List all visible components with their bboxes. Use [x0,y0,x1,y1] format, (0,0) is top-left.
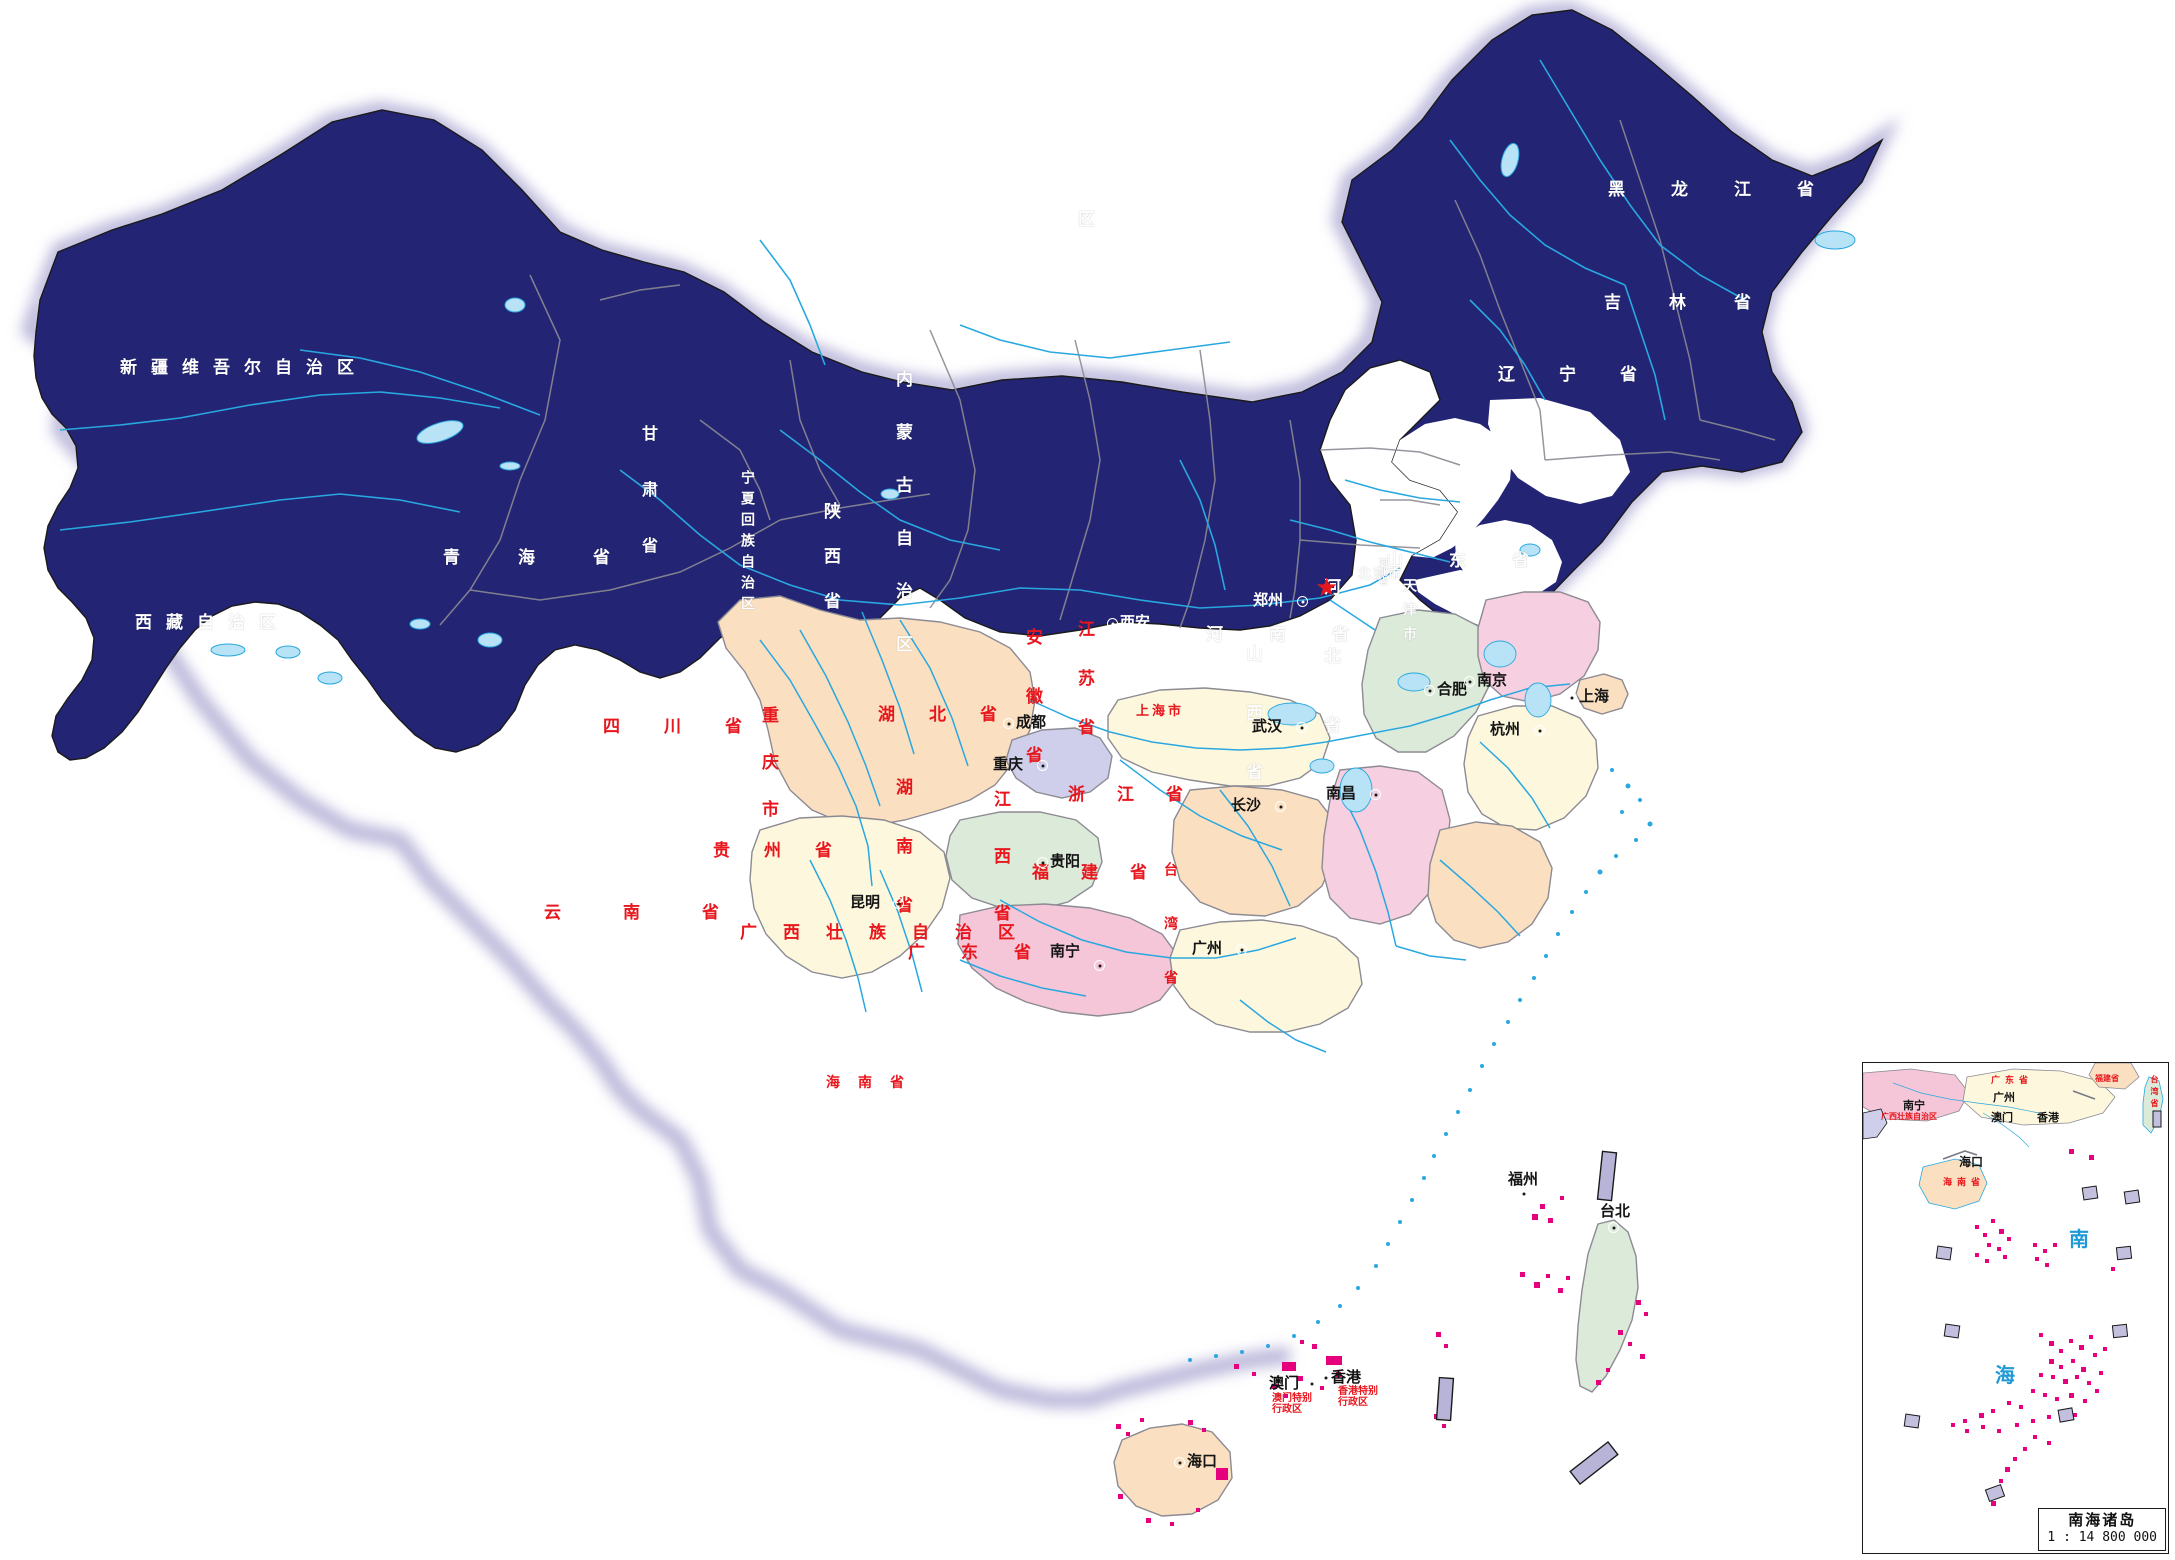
inset-vietnam-edge [1863,1108,1888,1140]
capital-star-beijing: ★ [1315,573,1339,603]
inset-hainan [1918,1158,1988,1210]
rivers-north [59,59,1746,641]
province-borders-north [439,119,1776,629]
inset-guangdong [1962,1068,2116,1126]
south-china-sea-islands [1116,1196,1648,1526]
city-dot-chongqing [1037,760,1048,771]
province-shanghai [1575,673,1629,715]
province-guangdong [1169,919,1363,1033]
city-dot-guiyang [1037,857,1048,868]
city-dot-fuzhou [1518,1188,1529,1199]
province-hubei [1107,687,1331,787]
inset-paracel-islands [1975,1149,2115,1271]
province-taiwan [1575,1219,1639,1393]
inset-fujian [2088,1063,2140,1090]
sar-markers [1282,1356,1342,1371]
inset-map-south-china-sea: 南宁 广西壮族自治区 广东省 广州 澳门 香港 台湾省 福建省 海口 海南省 南… [1862,1062,2169,1554]
inset-map-canvas [1863,1063,2164,1506]
rivers-south [759,611,1571,1053]
city-dot-shanghai [1566,692,1577,703]
inset-scale-text: 1 : 14 800 000 [2047,1530,2157,1545]
city-dot-kunming [893,898,904,909]
city-dot-nanjing [1464,676,1475,687]
province-hunan [1171,785,1336,917]
province-guangxi [957,903,1179,1017]
city-dot-nanning [1094,960,1105,971]
city-dot-haikou [1174,1457,1185,1468]
province-chongqing [1005,727,1113,799]
inset-title-box: 南海诸岛 1 : 14 800 000 [2038,1508,2166,1551]
province-sichuan [717,595,1036,827]
inset-spratly-islands [1951,1333,2107,1506]
province-guizhou [945,811,1103,911]
province-jiangsu [1477,591,1601,703]
city-dot-taipei [1608,1222,1619,1233]
city-dot-macau [1306,1378,1317,1389]
highlighted-region-navy [33,9,1884,761]
city-dot-hangzhou [1534,725,1545,736]
province-yunnan [749,815,951,979]
lakes-south [1267,640,1552,813]
city-dot-changsha [1275,801,1286,812]
boundary-hatch [1435,1150,1619,1486]
city-dot-xian [1107,618,1118,629]
city-dot-nanchang [1370,789,1381,800]
coastal-islets [1188,768,1653,1362]
province-hainan [1113,1423,1233,1517]
southern-provinces [717,591,1639,1517]
city-dot-hongkong [1320,1372,1331,1383]
province-zhejiang [1463,705,1599,831]
city-dot-zhengzhou [1297,596,1308,607]
city-dot-wuhan [1296,722,1307,733]
city-dot-guangzhou [1236,944,1247,955]
province-fujian [1427,821,1553,949]
city-dot-jinan [1378,528,1389,539]
inset-title-text: 南海诸岛 [2068,1511,2137,1529]
city-dot-hefei [1424,685,1435,696]
city-dot-chengdu [1003,718,1014,729]
